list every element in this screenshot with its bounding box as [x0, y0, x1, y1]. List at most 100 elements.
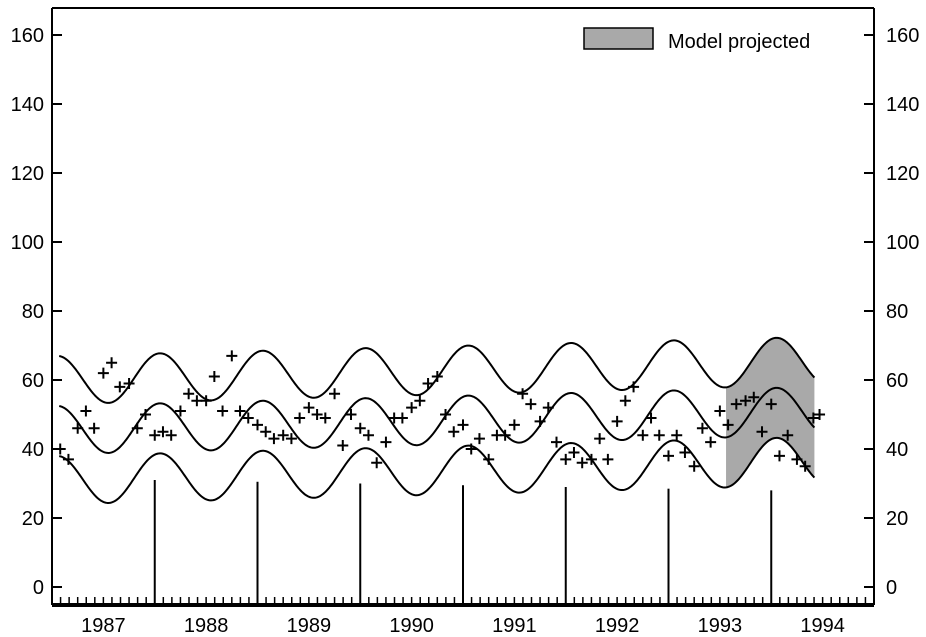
- band-lower-line: [58, 436, 816, 504]
- observed-point: [414, 395, 426, 407]
- observed-point: [345, 409, 357, 420]
- y-tick-label-left: 20: [22, 508, 44, 530]
- observed-point: [773, 450, 785, 462]
- x-year-label: 1989: [287, 615, 332, 637]
- y-axis-ticks: 0 0 20 20 40 40 60 60 80 80 100 100 120 120 140 140 160 1…: [11, 25, 920, 599]
- projection-region: [726, 337, 815, 488]
- observed-point: [319, 412, 331, 424]
- observed-point: [200, 395, 212, 407]
- y-tick-label-right: 80: [886, 301, 908, 323]
- observed-point: [268, 433, 280, 445]
- y-tick-label-left: 120: [11, 163, 44, 185]
- y-tick-label-left: 0: [33, 577, 44, 599]
- observed-point: [483, 453, 495, 465]
- y-tick-label-right: 60: [886, 370, 908, 392]
- observed-point: [88, 422, 100, 434]
- observed-point: [645, 412, 657, 424]
- observed-point: [294, 412, 306, 424]
- observed-points: [54, 350, 826, 472]
- observed-point: [602, 453, 614, 465]
- observed-point: [149, 429, 161, 441]
- observed-point: [217, 405, 229, 417]
- observed-point: [465, 443, 477, 455]
- band-upper-line: [58, 336, 816, 404]
- y-tick-label-right: 100: [886, 232, 919, 254]
- observed-point: [765, 398, 777, 410]
- observed-point: [637, 429, 649, 441]
- legend-label: Model projected: [668, 31, 810, 53]
- observed-point: [371, 457, 383, 469]
- observed-point: [157, 426, 169, 438]
- observed-point: [362, 429, 374, 441]
- y-tick-label-right: 160: [886, 25, 919, 47]
- y-tick-label-right: 40: [886, 439, 908, 461]
- x-year-label: 1991: [492, 615, 537, 637]
- observed-point: [611, 415, 623, 427]
- observed-point: [585, 453, 597, 465]
- y-tick-label-left: 100: [11, 232, 44, 254]
- observed-point: [440, 409, 452, 420]
- observed-point: [311, 409, 323, 420]
- observed-point: [814, 409, 826, 420]
- x-year-label: 1993: [698, 615, 743, 637]
- y-tick-label-left: 160: [11, 25, 44, 47]
- observed-point: [131, 422, 143, 434]
- legend-swatch: [583, 27, 654, 50]
- x-year-label: 1992: [595, 615, 640, 637]
- x-year-label: 1988: [184, 615, 229, 637]
- y-tick-label-left: 60: [22, 370, 44, 392]
- y-tick-label-left: 80: [22, 301, 44, 323]
- projection-shade: [726, 337, 815, 488]
- observed-point: [473, 433, 485, 445]
- observed-point: [705, 436, 717, 448]
- x-year-label: 1990: [389, 615, 434, 637]
- observed-point: [799, 460, 811, 472]
- x-year-label: 1987: [81, 615, 126, 637]
- observed-point: [431, 371, 443, 383]
- observed-point: [525, 398, 537, 410]
- observed-point: [756, 426, 768, 438]
- observed-point: [396, 412, 408, 424]
- x-axis-ticks: 1987 1988 1989 1990 1991 1992 1993 1994: [51, 480, 867, 637]
- observed-point: [140, 409, 152, 420]
- observed-point: [242, 412, 254, 424]
- observed-point: [508, 419, 520, 431]
- band-mean-line: [58, 386, 816, 454]
- observed-point: [628, 381, 640, 393]
- observed-point: [337, 440, 349, 452]
- observed-point: [791, 453, 803, 465]
- observed-point: [696, 422, 708, 434]
- observed-point: [542, 402, 554, 414]
- observed-point: [517, 388, 529, 400]
- observed-point: [226, 350, 238, 362]
- observed-point: [568, 446, 580, 458]
- observed-point: [252, 419, 263, 431]
- observed-point: [740, 395, 752, 407]
- observed-point: [97, 367, 109, 379]
- observed-point: [663, 450, 674, 462]
- observed-point: [72, 422, 84, 434]
- observed-point: [165, 429, 177, 441]
- observed-point: [748, 391, 760, 403]
- observed-point: [260, 426, 272, 438]
- y-tick-label-right: 0: [886, 577, 897, 599]
- observed-point: [285, 433, 297, 445]
- observed-point: [679, 446, 691, 458]
- observed-point: [653, 429, 665, 441]
- observed-point: [106, 357, 118, 369]
- observed-point: [354, 422, 366, 434]
- observed-point: [594, 433, 606, 445]
- observed-point: [534, 415, 546, 427]
- observed-point: [191, 395, 203, 407]
- observed-point: [183, 388, 195, 400]
- y-tick-label-left: 40: [22, 439, 44, 461]
- observed-point: [234, 405, 246, 417]
- observed-point: [422, 377, 434, 389]
- observed-point: [174, 405, 186, 417]
- observed-point: [671, 429, 683, 441]
- y-tick-label-right: 140: [886, 94, 919, 116]
- observed-point: [448, 426, 460, 438]
- x-year-label: 1994: [800, 615, 845, 637]
- observed-point: [80, 405, 92, 417]
- observed-point: [54, 443, 66, 455]
